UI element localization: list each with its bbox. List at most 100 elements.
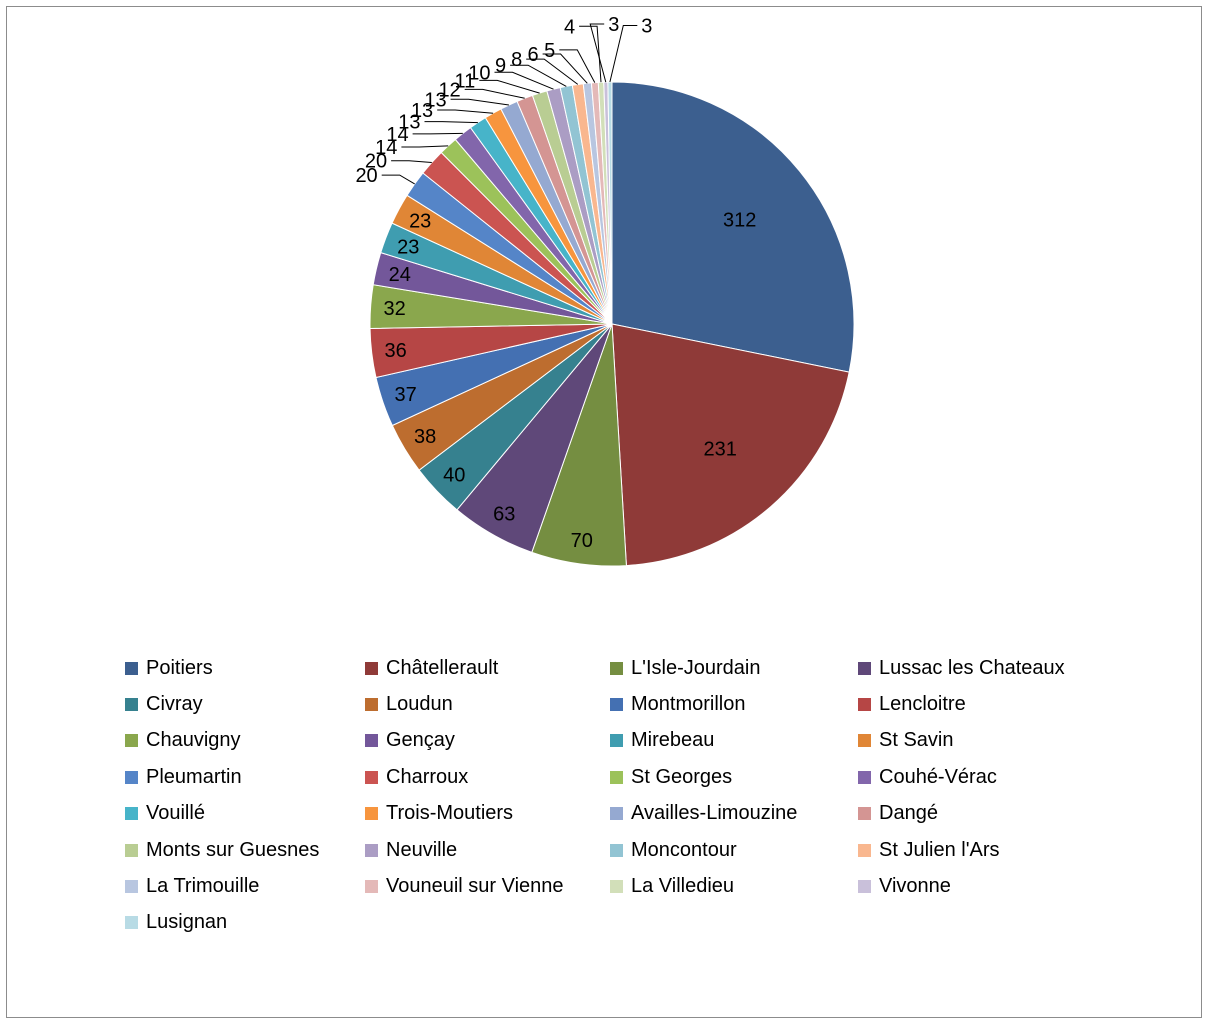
legend-swatch xyxy=(125,843,138,857)
legend-item-vivonne: Vivonne xyxy=(858,868,1158,904)
legend-item-montmorillon: Montmorillon xyxy=(610,686,858,722)
pie-slice-chatellerault xyxy=(611,323,850,567)
legend-label: Vivonne xyxy=(879,875,951,898)
legend-item-chatellerault: Châtellerault xyxy=(365,650,610,686)
legend-item-dange: Dangé xyxy=(858,796,1158,832)
legend-label: Lusignan xyxy=(146,911,228,934)
legend-swatch xyxy=(610,770,623,784)
pie-slices xyxy=(369,81,855,567)
legend-label: Vouillé xyxy=(146,802,205,825)
data-label-dange: 12 xyxy=(438,79,460,101)
legend-item-la-trimouille: La Trimouille xyxy=(125,868,365,904)
leader-line-dange xyxy=(464,88,525,99)
legend-label: Pleumartin xyxy=(146,765,242,788)
legend-swatch xyxy=(365,807,378,821)
data-label-civray: 40 xyxy=(443,465,465,487)
legend-swatch xyxy=(125,916,138,930)
leader-line-availles-limouzine xyxy=(450,98,509,106)
legend-label: La Trimouille xyxy=(146,875,260,898)
legend-item-civray: Civray xyxy=(125,686,365,722)
legend: Poitiers Châtellerault L'Isle-Jourdain Luss… xyxy=(125,650,1185,941)
legend-item-loudun: Loudun xyxy=(365,686,610,722)
legend-swatch xyxy=(610,698,623,712)
legend-label: Trois-Moutiers xyxy=(386,802,514,825)
legend-item-la-villedieu: La Villedieu xyxy=(610,868,858,904)
legend-label: Civray xyxy=(146,693,203,716)
legend-label: Chauvigny xyxy=(146,729,241,752)
leader-line-vouille xyxy=(424,121,478,124)
data-label-vouneuil-sur-vienne: 5 xyxy=(544,40,555,62)
legend-item-neuville: Neuville xyxy=(365,832,610,868)
data-label-la-villedieu: 4 xyxy=(564,16,575,38)
leader-lines xyxy=(381,23,638,185)
leader-line-st-julien-l-ars xyxy=(526,58,579,85)
data-label-lusignan: 3 xyxy=(641,16,652,38)
legend-item-l-isle-jourdain: L'Isle-Jourdain xyxy=(610,650,858,686)
legend-item-gencay: Gençay xyxy=(365,723,610,759)
data-label-gencay: 24 xyxy=(389,264,411,286)
legend-label: La Villedieu xyxy=(631,875,735,898)
data-label-chatellerault: 231 xyxy=(704,439,737,461)
legend-swatch xyxy=(610,880,623,894)
data-label-st-julien-l-ars: 8 xyxy=(511,49,522,71)
leader-line-pleumartin xyxy=(381,174,415,185)
legend-swatch xyxy=(365,843,378,857)
legend-label: Châtellerault xyxy=(386,656,499,679)
legend-label: Lencloitre xyxy=(879,693,966,716)
legend-label: Poitiers xyxy=(146,656,213,679)
legend-swatch xyxy=(365,734,378,748)
legend-swatch xyxy=(858,734,871,748)
legend-label: Neuville xyxy=(386,838,458,861)
legend-item-couhe-verac: Couhé-Vérac xyxy=(858,759,1158,795)
data-label-charroux: 20 xyxy=(365,151,387,173)
legend-swatch xyxy=(125,807,138,821)
legend-label: St Savin xyxy=(879,729,954,752)
data-label-trois-moutiers: 13 xyxy=(411,100,433,122)
data-label-montmorillon: 37 xyxy=(394,384,416,406)
data-label-poitiers: 312 xyxy=(723,210,756,232)
legend-item-monts-sur-guesnes: Monts sur Guesnes xyxy=(125,832,365,868)
legend-swatch xyxy=(125,698,138,712)
legend-swatch xyxy=(610,807,623,821)
legend-swatch xyxy=(858,807,871,821)
data-label-chauvigny: 32 xyxy=(383,298,405,320)
legend-item-mirebeau: Mirebeau xyxy=(610,723,858,759)
leader-line-moncontour xyxy=(510,64,567,87)
data-label-lussac-les-chateaux: 63 xyxy=(493,504,515,526)
legend-swatch xyxy=(858,661,871,675)
legend-item-chauvigny: Chauvigny xyxy=(125,723,365,759)
leader-line-trois-moutiers xyxy=(437,109,494,114)
pie-chart: 3122317063403837363224232320201414131313… xyxy=(355,14,855,567)
leader-line-neuville xyxy=(494,71,554,90)
legend-item-st-julien-l-ars: St Julien l'Ars xyxy=(858,832,1158,868)
legend-label: Moncontour xyxy=(631,838,737,861)
leader-line-monts-sur-guesnes xyxy=(479,79,540,94)
data-label-neuville: 10 xyxy=(468,62,490,84)
legend-label: Gençay xyxy=(386,729,455,752)
legend-label: Montmorillon xyxy=(631,693,746,716)
legend-label: Availles-Limouzine xyxy=(631,802,798,825)
legend-swatch xyxy=(858,698,871,712)
legend-swatch xyxy=(125,661,138,675)
data-label-lencloitre: 36 xyxy=(384,340,406,362)
legend-swatch xyxy=(125,880,138,894)
legend-label: Couhé-Vérac xyxy=(879,765,997,788)
legend-item-st-georges: St Georges xyxy=(610,759,858,795)
data-label-pleumartin: 20 xyxy=(355,165,377,187)
data-label-moncontour: 9 xyxy=(495,55,506,77)
legend-label: Mirebeau xyxy=(631,729,715,752)
leader-line-st-georges xyxy=(401,145,449,148)
leader-line-vouneuil-sur-vienne xyxy=(559,49,596,83)
legend-swatch xyxy=(858,843,871,857)
legend-label: L'Isle-Jourdain xyxy=(631,656,761,679)
legend-swatch xyxy=(858,880,871,894)
leader-line-couhe-verac xyxy=(412,132,463,135)
legend-item-poitiers: Poitiers xyxy=(125,650,365,686)
pie-slice-lusignan xyxy=(607,81,613,325)
leader-line-vivonne xyxy=(589,23,607,83)
data-label-couhe-verac: 14 xyxy=(386,124,408,146)
legend-swatch xyxy=(365,880,378,894)
legend-item-pleumartin: Pleumartin xyxy=(125,759,365,795)
leader-line-charroux xyxy=(391,160,432,163)
data-label-vouille: 13 xyxy=(398,112,420,134)
